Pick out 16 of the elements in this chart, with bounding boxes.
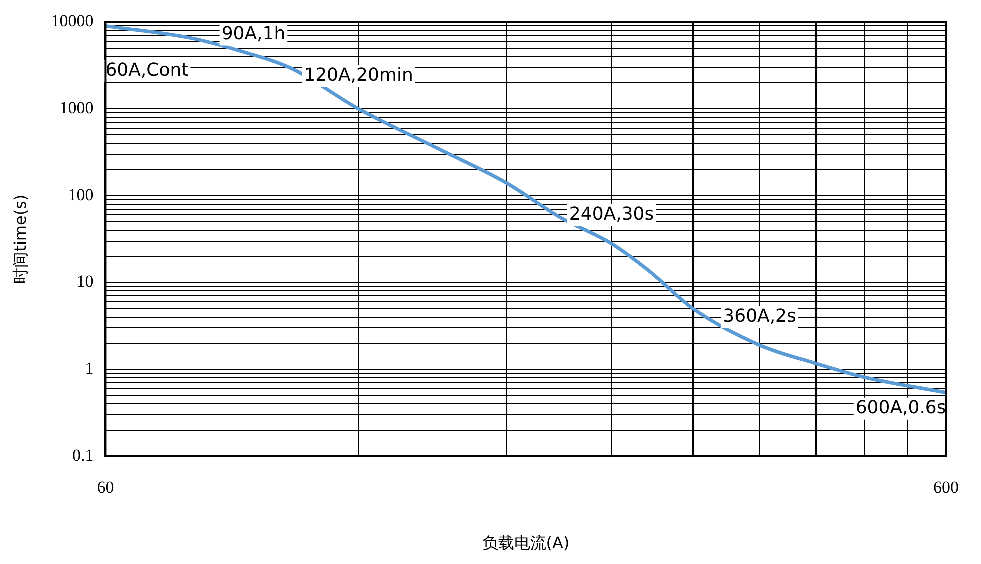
y-tick-label: 1000	[60, 98, 94, 118]
y-tick-label: 100	[68, 185, 94, 204]
y-tick-label: 0.1	[72, 446, 94, 465]
y-axis-title: 时间time(s)	[10, 194, 30, 284]
annotation: 120A,20min	[304, 64, 414, 86]
annotation: 600A,0.6s	[856, 397, 946, 418]
y-tick-label: 1	[85, 359, 94, 378]
annotation: 360A,2s	[723, 306, 796, 328]
y-tick-label: 10000	[51, 12, 94, 31]
annotation: 60A,Cont	[106, 60, 189, 81]
y-tick-label: 10	[76, 272, 94, 292]
annotation: 240A,30s	[569, 204, 654, 225]
x-axis-title: 负载电流(A)	[482, 534, 570, 553]
annotation: 90A,1h	[222, 23, 286, 44]
x-tick-label: 60	[97, 478, 114, 498]
x-tick-label: 600	[934, 478, 959, 498]
